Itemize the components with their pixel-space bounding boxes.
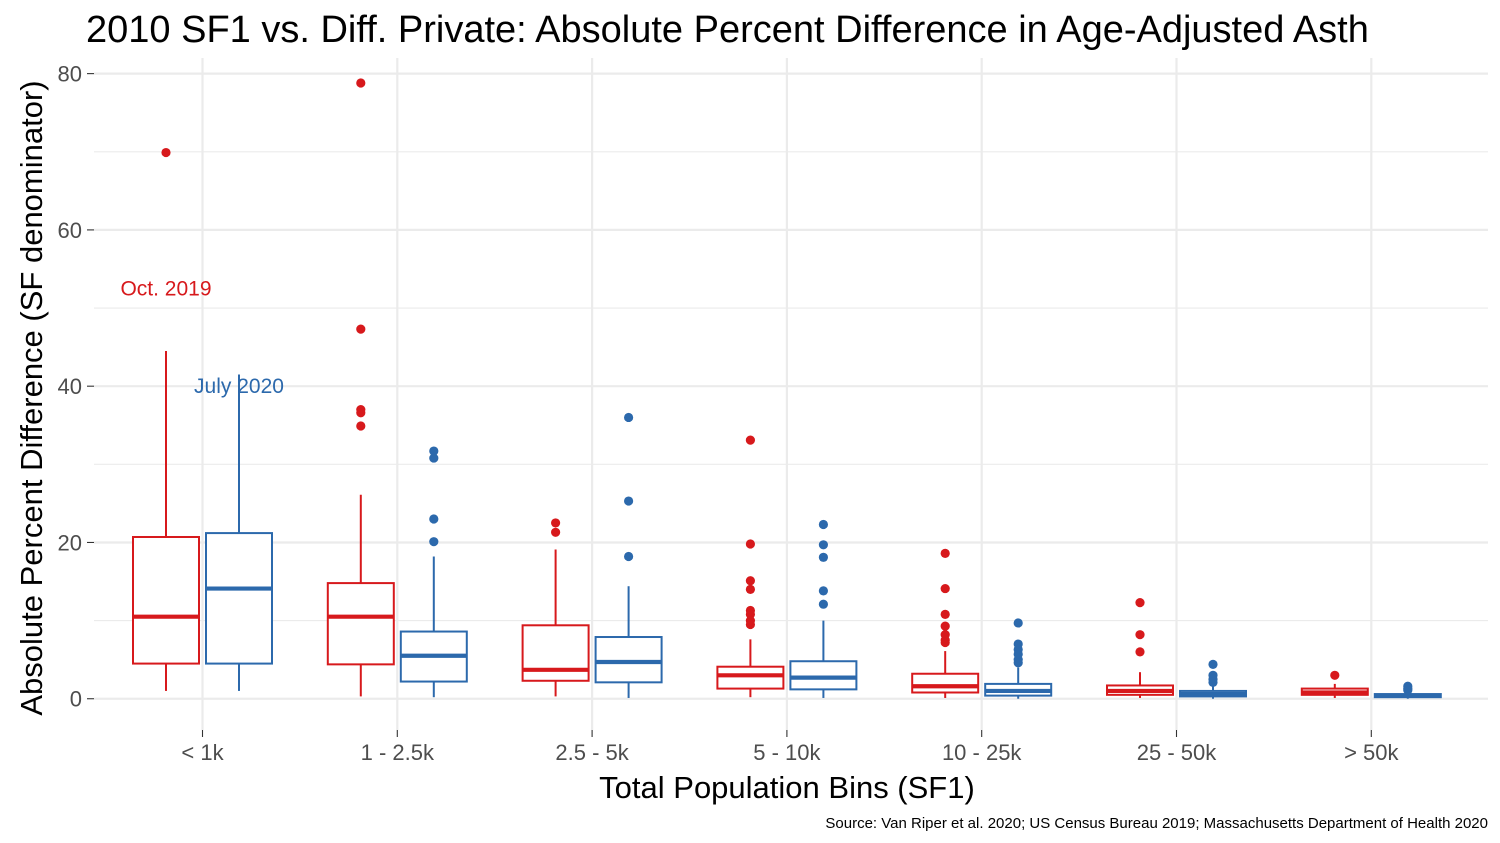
outlier-point bbox=[356, 78, 366, 88]
y-axis-title: Absolute Percent Difference (SF denomina… bbox=[14, 80, 49, 715]
x-tick-label: > 50k bbox=[1344, 740, 1399, 765]
outlier-point bbox=[429, 446, 439, 456]
y-tick-label: 20 bbox=[58, 530, 82, 555]
outlier-point bbox=[356, 324, 366, 334]
box-group bbox=[132, 147, 200, 691]
outlier-point bbox=[1135, 598, 1145, 608]
outlier-point bbox=[818, 540, 829, 550]
outlier-point bbox=[624, 412, 634, 423]
source-caption: Source: Van Riper et al. 2020; US Census… bbox=[825, 815, 1488, 832]
iqr-box bbox=[521, 624, 590, 682]
iqr-box bbox=[132, 535, 200, 665]
iqr-box bbox=[205, 532, 273, 665]
outlier-point bbox=[745, 435, 756, 445]
outlier-point bbox=[745, 576, 756, 586]
outlier-point bbox=[551, 527, 561, 537]
box-layer bbox=[132, 78, 1442, 699]
outlier-point bbox=[940, 583, 950, 594]
outlier-point bbox=[745, 619, 756, 630]
y-tick-label: 80 bbox=[58, 62, 82, 87]
x-tick-label: 10 - 25k bbox=[942, 740, 1022, 765]
box-group bbox=[205, 374, 273, 691]
outlier-point bbox=[551, 518, 561, 528]
x-tick-label: 1 - 2.5k bbox=[361, 740, 435, 765]
outlier-point bbox=[356, 408, 366, 418]
y-tick-label: 40 bbox=[58, 374, 82, 399]
outlier-point bbox=[624, 496, 634, 506]
x-tick-label: 2.5 - 5k bbox=[555, 740, 629, 765]
box-group bbox=[984, 618, 1053, 699]
outlier-point bbox=[1013, 658, 1023, 668]
outlier-point bbox=[818, 586, 829, 596]
box-group bbox=[326, 78, 395, 697]
series-annotation: Oct. 2019 bbox=[120, 278, 211, 301]
outlier-point bbox=[940, 548, 950, 559]
outlier-point bbox=[624, 551, 634, 562]
y-tick-label: 60 bbox=[58, 218, 82, 243]
x-tick-label: < 1k bbox=[181, 740, 224, 765]
iqr-box bbox=[716, 665, 785, 690]
outlier-point bbox=[1330, 670, 1340, 680]
outlier-point bbox=[1403, 685, 1413, 695]
grid-layer bbox=[94, 58, 1488, 730]
x-tick-label: 5 - 10k bbox=[753, 740, 821, 765]
box-group bbox=[1106, 598, 1174, 698]
axis-layer: 0 20 40 60 80 < 1k 1 - 2.5k 2.5 - 5k 5 - 10k 10 -… bbox=[58, 62, 1400, 765]
iqr-box bbox=[911, 672, 980, 694]
outlier-point bbox=[429, 514, 439, 524]
chart-title: 2010 SF1 vs. Diff. Private: Absolute Per… bbox=[86, 9, 1369, 51]
outlier-point bbox=[356, 421, 366, 431]
outlier-point bbox=[161, 147, 171, 158]
series-annotation: July 2020 bbox=[194, 375, 284, 398]
outlier-point bbox=[1208, 659, 1218, 669]
outlier-point bbox=[429, 537, 439, 547]
outlier-point bbox=[1013, 618, 1023, 628]
annotation-layer: Oct. 2019 July 2020 bbox=[120, 278, 283, 399]
outlier-point bbox=[818, 519, 829, 530]
outlier-point bbox=[429, 453, 439, 463]
box-group bbox=[1300, 670, 1369, 698]
outlier-point bbox=[1135, 630, 1145, 640]
x-tick-label: 25 - 50k bbox=[1137, 740, 1217, 765]
outlier-point bbox=[1208, 677, 1218, 687]
y-tick-label: 0 bbox=[70, 687, 82, 712]
iqr-box bbox=[326, 582, 395, 666]
outlier-point bbox=[940, 609, 950, 619]
box-group bbox=[399, 446, 468, 698]
outlier-point bbox=[745, 539, 756, 549]
outlier-point bbox=[940, 621, 950, 631]
outlier-point bbox=[1135, 647, 1145, 657]
box-group bbox=[716, 435, 785, 698]
box-group bbox=[911, 548, 980, 698]
box-group bbox=[521, 518, 590, 697]
box-group bbox=[594, 412, 663, 698]
outlier-point bbox=[940, 637, 950, 648]
iqr-box bbox=[789, 660, 858, 691]
outlier-point bbox=[745, 584, 756, 594]
x-axis-title: Total Population Bins (SF1) bbox=[599, 770, 975, 805]
iqr-box bbox=[594, 636, 663, 684]
box-group bbox=[1179, 659, 1247, 699]
box-group bbox=[789, 519, 858, 698]
outlier-point bbox=[818, 599, 829, 609]
box-group bbox=[1373, 681, 1442, 699]
outlier-point bbox=[818, 552, 829, 562]
